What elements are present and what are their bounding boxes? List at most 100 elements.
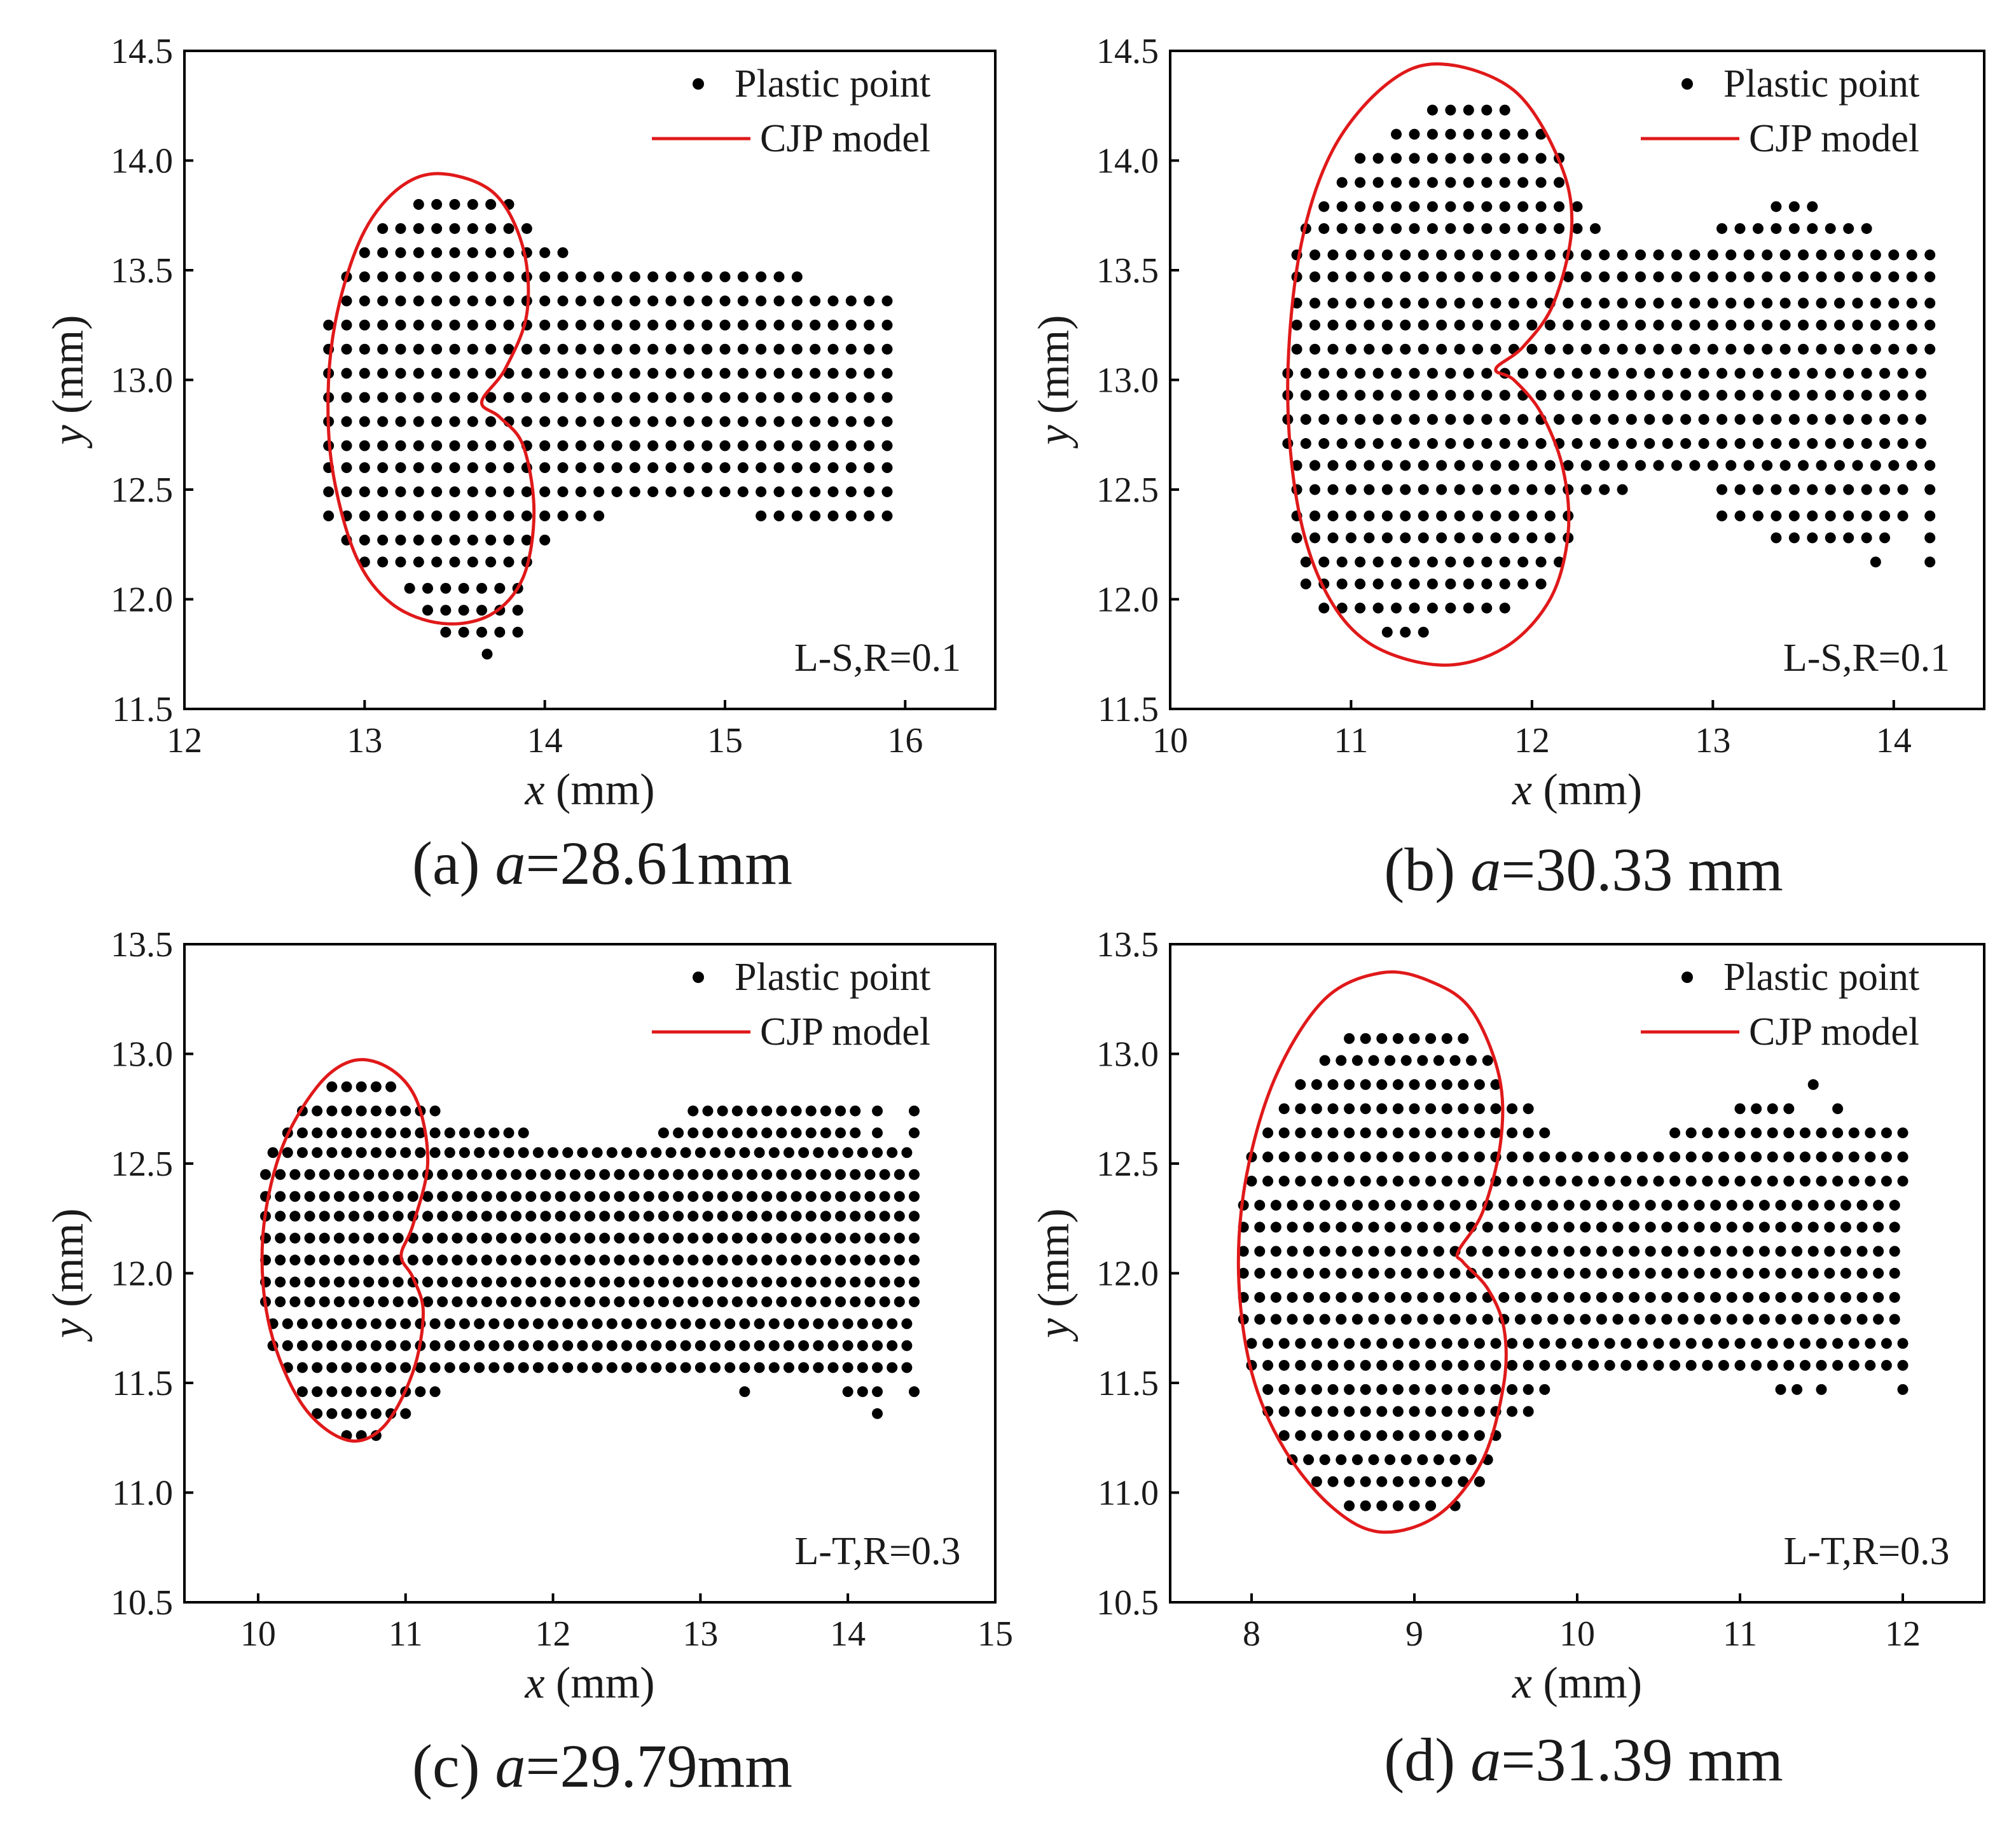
plastic-point (444, 1318, 455, 1330)
plastic-point (791, 510, 803, 521)
plastic-point (1436, 343, 1447, 355)
plastic-point (481, 1191, 492, 1202)
plastic-point (701, 295, 713, 306)
plastic-point (1915, 390, 1926, 401)
plastic-point (1364, 271, 1375, 282)
plastic-point (1319, 1291, 1330, 1303)
plastic-point (377, 556, 389, 568)
plastic-point (1792, 1221, 1803, 1233)
plastic-point (1873, 1200, 1884, 1211)
plastic-point (791, 486, 803, 497)
plastic-point (349, 1191, 360, 1202)
plastic-point (1336, 368, 1348, 379)
plastic-point (1767, 1151, 1778, 1163)
plastic-point (1466, 1055, 1477, 1066)
plastic-point (1788, 438, 1800, 450)
plastic-point (1309, 460, 1321, 471)
plastic-point (1671, 271, 1682, 282)
plastic-point (1490, 319, 1502, 331)
plastic-point (449, 534, 460, 546)
plastic-point (1391, 556, 1402, 568)
plastic-point (614, 1254, 625, 1266)
plastic-point (1278, 1103, 1290, 1115)
plastic-point (1303, 1268, 1315, 1279)
plastic-point (422, 605, 433, 616)
x-tick-label: 11 (389, 1614, 423, 1654)
x-axis-label: x (mm) (524, 1659, 654, 1708)
plastic-point (1870, 556, 1881, 568)
plastic-point (593, 392, 605, 403)
plastic-point (1734, 1338, 1746, 1349)
plastic-point (850, 1169, 861, 1180)
plastic-point (1400, 1291, 1412, 1303)
plastic-point (395, 295, 406, 306)
plastic-point (1436, 484, 1447, 495)
plastic-point (1653, 271, 1664, 282)
plastic-point (1391, 368, 1402, 379)
plastic-point (400, 1147, 411, 1158)
plastic-point (385, 1318, 397, 1330)
plastic-point (1758, 1268, 1770, 1279)
plastic-point (1626, 414, 1637, 425)
plastic-point (1309, 271, 1321, 282)
plastic-point (1889, 1200, 1900, 1211)
plastic-point (359, 510, 370, 521)
plastic-point (773, 271, 785, 282)
plastic-point (599, 1211, 611, 1222)
plastic-point (1351, 1291, 1363, 1303)
plastic-point (1526, 343, 1538, 355)
plastic-point (557, 486, 569, 497)
plastic-point (1580, 1200, 1591, 1211)
plastic-point (1889, 1291, 1900, 1303)
plastic-point (827, 368, 839, 379)
y-axis-label-part: y (44, 1318, 93, 1342)
plastic-point (1924, 298, 1936, 309)
plastic-point (701, 440, 713, 451)
plastic-point (719, 416, 731, 427)
plastic-point (1783, 1338, 1795, 1349)
plastic-point (776, 1105, 787, 1117)
plastic-point (611, 319, 623, 331)
plastic-point (805, 1276, 817, 1288)
plastic-point (296, 1362, 308, 1373)
plastic-point (702, 1105, 714, 1117)
plastic-point (1599, 271, 1610, 282)
plastic-point (1535, 438, 1547, 450)
plastic-point (629, 343, 640, 355)
plastic-point (1454, 532, 1465, 544)
plastic-point (1889, 1221, 1900, 1233)
plastic-point (1499, 153, 1510, 164)
plastic-point (1580, 298, 1592, 309)
plastic-point (791, 343, 803, 355)
plastic-point (1751, 1127, 1762, 1139)
plastic-point (476, 582, 487, 594)
plastic-point (312, 1105, 323, 1117)
plastic-point (798, 1340, 810, 1351)
plastic-point (1391, 602, 1402, 614)
plastic-point (359, 392, 370, 403)
plastic-point (872, 1318, 883, 1330)
plastic-point (577, 1147, 588, 1158)
plastic-point (1816, 460, 1827, 471)
plastic-point-series (1238, 1033, 1909, 1511)
plastic-point (1843, 510, 1854, 521)
plastic-point (1433, 1221, 1444, 1233)
plastic-point (449, 319, 460, 331)
plastic-point (1481, 104, 1493, 116)
plastic-point (1409, 177, 1420, 188)
plastic-point (1852, 343, 1863, 355)
plastic-point (392, 1211, 404, 1222)
plastic-point (1445, 556, 1456, 568)
plastic-point (1254, 1314, 1266, 1325)
plastic-point (521, 392, 532, 403)
plastic-point (820, 1191, 831, 1202)
plastic-point (1698, 368, 1709, 379)
plastic-point (539, 416, 551, 427)
plastic-point (1278, 1359, 1290, 1371)
plastic-point (1376, 1476, 1388, 1487)
plastic-point (1816, 1384, 1827, 1395)
plastic-point (683, 271, 694, 282)
plastic-point (1544, 343, 1556, 355)
plastic-point (1873, 1291, 1884, 1303)
